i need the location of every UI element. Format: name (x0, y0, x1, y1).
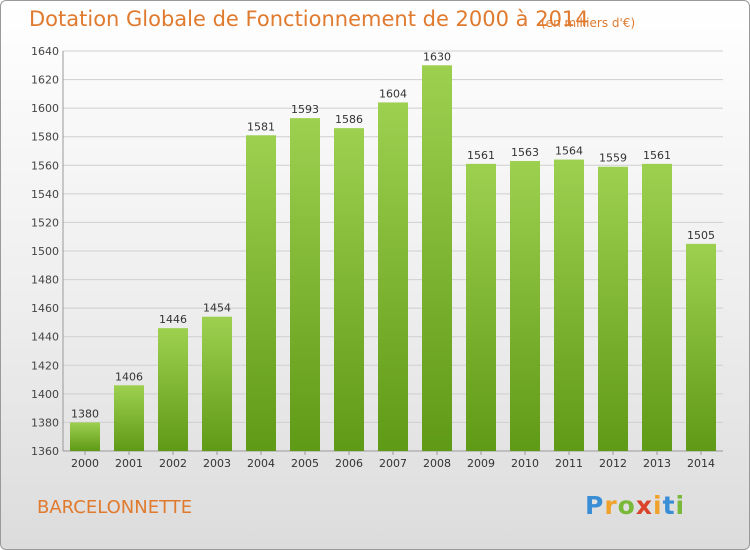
y-tick-label: 1580 (31, 131, 59, 144)
bar (246, 135, 276, 452)
y-tick-label: 1520 (31, 216, 59, 229)
x-tick-label: 2000 (71, 457, 99, 470)
y-tick-label: 1640 (31, 45, 59, 58)
bar-value-label: 1581 (247, 120, 275, 133)
bar-value-label: 1586 (335, 113, 363, 126)
bar (158, 328, 188, 451)
bar-value-label: 1454 (203, 302, 231, 315)
y-tick-label: 1560 (31, 159, 59, 172)
y-tick-label: 1480 (31, 274, 59, 287)
bar-value-label: 1604 (379, 87, 407, 100)
y-tick-label: 1380 (31, 416, 59, 429)
x-tick-label: 2004 (247, 457, 275, 470)
y-tick-label: 1600 (31, 102, 59, 115)
bar (642, 163, 672, 451)
bar-value-label: 1406 (115, 370, 143, 383)
bar (466, 163, 496, 451)
bar (554, 159, 584, 452)
bar-value-label: 1559 (599, 152, 627, 165)
chart-title: Dotation Globale de Fonctionnement de 20… (29, 7, 589, 31)
bar-value-label: 1446 (159, 313, 187, 326)
city-name: BARCELONNETTE (37, 497, 193, 518)
bar-value-label: 1505 (687, 229, 715, 242)
bar-value-label: 1563 (511, 146, 539, 159)
y-tick-label: 1420 (31, 359, 59, 372)
bar (510, 161, 540, 451)
logo-letter: o (617, 491, 636, 520)
x-tick-label: 2011 (555, 457, 583, 470)
x-tick-label: 2006 (335, 457, 363, 470)
bar-value-label: 1630 (423, 50, 451, 63)
y-tick-label: 1360 (31, 445, 59, 458)
bar (422, 65, 452, 452)
x-tick-label: 2005 (291, 457, 319, 470)
logo-letter: t (662, 491, 676, 520)
bar-value-label: 1380 (71, 407, 99, 420)
logo-letter: P (585, 491, 605, 520)
bar (598, 166, 628, 451)
bar (202, 316, 232, 451)
x-tick-label: 2012 (599, 457, 627, 470)
y-tick-label: 1620 (31, 74, 59, 87)
y-tick-label: 1540 (31, 188, 59, 201)
x-tick-label: 2003 (203, 457, 231, 470)
x-tick-label: 2008 (423, 457, 451, 470)
x-tick-label: 2002 (159, 457, 187, 470)
y-tick-label: 1440 (31, 331, 59, 344)
bar-value-label: 1593 (291, 103, 319, 116)
y-tick-label: 1460 (31, 302, 59, 315)
proxiti-logo: Proxiti (585, 491, 685, 520)
x-tick-label: 2001 (115, 457, 143, 470)
x-tick-label: 2010 (511, 457, 539, 470)
logo-letter: i (653, 491, 663, 520)
bar (378, 102, 408, 451)
bar (686, 243, 716, 451)
logo-letter: x (635, 491, 653, 520)
bar-value-label: 1561 (467, 149, 495, 162)
chart-subtitle: (en milliers d'€) (541, 16, 636, 30)
bar-value-label: 1561 (643, 149, 671, 162)
y-tick-label: 1400 (31, 388, 59, 401)
logo-letter: r (604, 491, 618, 520)
x-tick-label: 2009 (467, 457, 495, 470)
bar-value-label: 1564 (555, 145, 583, 158)
bar (70, 422, 100, 451)
bar (114, 385, 144, 451)
x-tick-label: 2007 (379, 457, 407, 470)
y-tick-label: 1500 (31, 245, 59, 258)
bar (334, 128, 364, 451)
bar (290, 118, 320, 452)
x-tick-label: 2014 (687, 457, 715, 470)
x-tick-label: 2013 (643, 457, 671, 470)
logo-letter: i (675, 491, 686, 520)
